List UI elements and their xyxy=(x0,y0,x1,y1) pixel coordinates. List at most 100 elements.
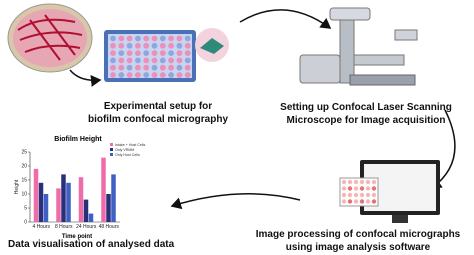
step-label: Microscope for Image acquisition xyxy=(287,115,446,126)
well xyxy=(353,179,359,185)
step-label: biofilm confocal micrography xyxy=(88,114,228,125)
well xyxy=(135,57,141,64)
well xyxy=(151,50,158,56)
microscope xyxy=(299,7,418,86)
well xyxy=(151,57,158,64)
well xyxy=(176,57,183,64)
well xyxy=(359,179,365,185)
well xyxy=(184,72,191,78)
well xyxy=(126,35,133,42)
well xyxy=(168,42,175,49)
bar xyxy=(56,188,61,222)
y-tick-label: 15 xyxy=(21,178,27,184)
well xyxy=(359,192,365,198)
legend-label: Intake + Host Cells xyxy=(115,143,145,147)
well xyxy=(347,179,353,185)
well xyxy=(110,64,116,71)
well xyxy=(143,42,150,49)
well xyxy=(151,35,158,42)
y-tick-label: 10 xyxy=(21,192,27,198)
well xyxy=(353,192,359,198)
bar xyxy=(106,194,111,222)
well xyxy=(168,72,175,78)
well xyxy=(135,42,141,49)
legend-swatch xyxy=(110,153,113,156)
well xyxy=(359,199,365,204)
well xyxy=(359,186,365,191)
well xyxy=(371,192,377,198)
y-tick-label: 0 xyxy=(24,220,27,226)
y-tick-label: 25 xyxy=(21,150,27,156)
well xyxy=(118,50,125,56)
well xyxy=(353,199,359,204)
biofilm-icon xyxy=(200,38,224,54)
well xyxy=(151,72,158,78)
well xyxy=(341,186,347,191)
well xyxy=(176,35,183,42)
well xyxy=(143,50,150,56)
bar xyxy=(43,194,49,222)
legend-label: Only VRMM xyxy=(115,148,134,152)
well xyxy=(118,72,125,78)
bar xyxy=(78,177,84,222)
well xyxy=(168,35,175,42)
well xyxy=(159,64,166,71)
well xyxy=(159,57,166,64)
well xyxy=(110,35,116,42)
well xyxy=(126,42,133,49)
well xyxy=(168,50,175,56)
well xyxy=(184,42,191,49)
well xyxy=(126,64,133,71)
well xyxy=(110,72,116,78)
well xyxy=(151,64,158,71)
arrow xyxy=(239,9,332,29)
well xyxy=(143,35,150,42)
well xyxy=(341,199,347,204)
well xyxy=(184,50,191,56)
legend-swatch xyxy=(110,148,113,151)
well xyxy=(176,42,183,49)
bar xyxy=(83,199,89,222)
well xyxy=(365,186,371,191)
petri-dish xyxy=(7,3,93,73)
well xyxy=(347,186,353,191)
well xyxy=(135,50,141,56)
well xyxy=(126,50,133,56)
x-tick-label: 24 Hours xyxy=(76,224,97,230)
well xyxy=(110,42,116,49)
chart-title: Biofilm Height xyxy=(54,136,102,143)
well xyxy=(118,64,125,71)
well xyxy=(143,64,150,71)
well xyxy=(159,42,166,49)
well xyxy=(168,64,175,71)
well xyxy=(159,72,166,78)
x-tick-label: 48 Hours xyxy=(99,224,120,230)
well xyxy=(365,192,371,198)
y-tick-label: 5 xyxy=(24,206,27,212)
well xyxy=(184,64,191,71)
bar xyxy=(61,174,66,222)
well xyxy=(365,199,371,204)
x-tick-label: 4 Hours xyxy=(32,224,50,230)
well xyxy=(184,35,191,42)
well xyxy=(143,72,150,78)
arrow xyxy=(69,69,102,87)
bar xyxy=(66,182,71,222)
well xyxy=(110,50,116,56)
well xyxy=(143,57,150,64)
well xyxy=(353,186,359,191)
bar xyxy=(33,168,39,222)
well xyxy=(159,35,166,42)
well xyxy=(135,72,141,78)
computer xyxy=(339,160,440,223)
well-plate xyxy=(104,30,196,82)
well xyxy=(126,57,133,64)
well xyxy=(176,50,183,56)
legend-label: Only Host Cells xyxy=(115,153,140,157)
well xyxy=(341,192,347,198)
well xyxy=(151,42,158,49)
well xyxy=(371,179,377,185)
well xyxy=(347,192,353,198)
x-axis-label: Time point xyxy=(62,234,92,240)
